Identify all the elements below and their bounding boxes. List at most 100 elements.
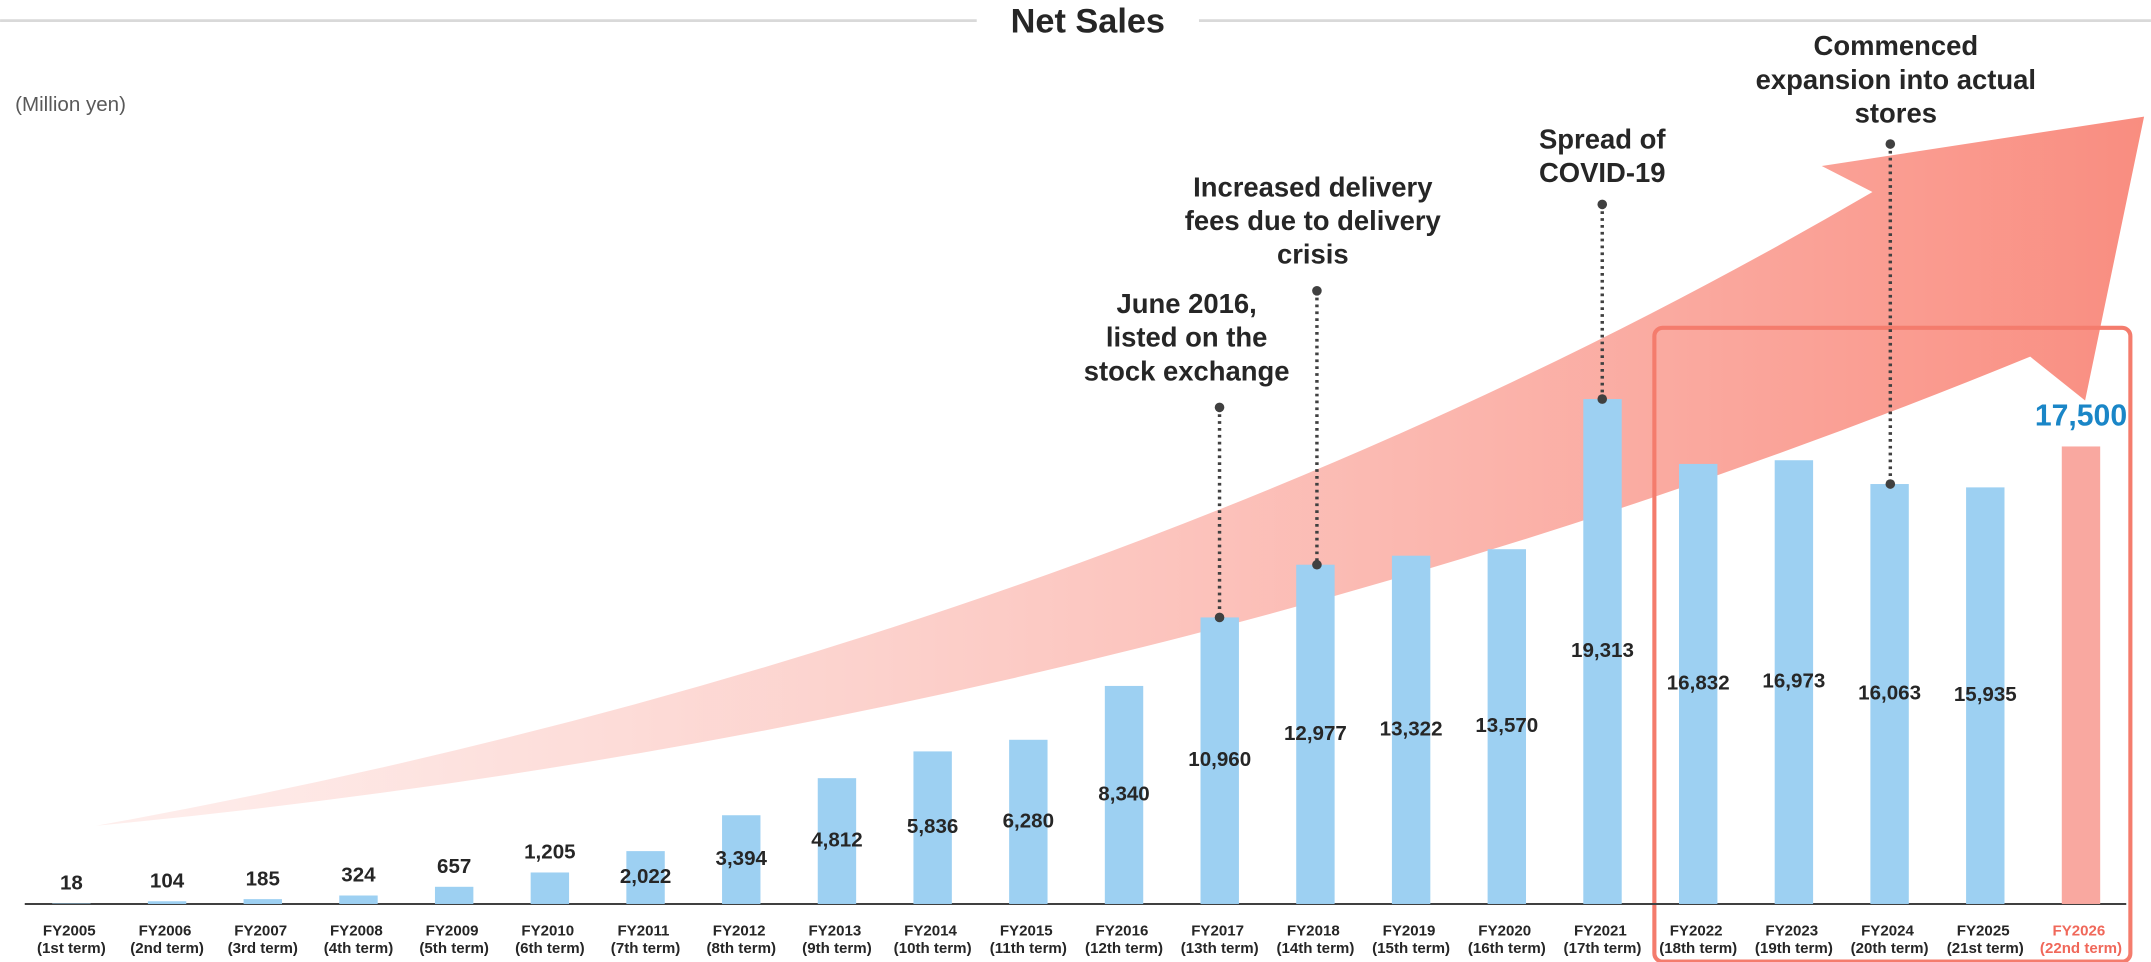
annotation: listed on the (1106, 322, 1268, 353)
x-tick-line: FY2008 (330, 922, 387, 939)
x-tick-line: (8th term) (706, 940, 776, 957)
x-tick-line: FY2012 (713, 922, 770, 939)
value-label: 104 (150, 869, 185, 892)
bar (913, 751, 952, 904)
x-tick-line: FY2015 (1000, 922, 1057, 939)
x-tick-line: (16th term) (1468, 940, 1546, 957)
x-tick-line: (18th term) (1659, 940, 1737, 957)
x-tick-label: FY2012 (8th term) (706, 922, 776, 957)
x-tick-label: FY2021 (17th term) (1564, 922, 1642, 957)
x-tick-line: FY2010 (521, 922, 578, 939)
bar (434, 886, 474, 904)
x-tick-label: FY2011 (7th term) (611, 922, 681, 957)
bar (147, 901, 187, 904)
value-label: 4,812 (811, 829, 862, 852)
value-label: 15,935 (1954, 683, 2017, 706)
annotation: Increased delivery (1193, 172, 1433, 203)
x-tick-label: FY2020 (16th term) (1468, 922, 1546, 957)
bar (1966, 487, 2005, 904)
x-tick-line: (7th term) (611, 940, 681, 957)
x-tick-line: (2nd term) (130, 940, 204, 957)
annotation: stock exchange (1084, 355, 1290, 386)
bar (1104, 685, 1144, 904)
x-tick-line: FY2018 (1287, 922, 1344, 939)
x-tick-label: FY2007 (3rd term) (228, 922, 298, 957)
value-label: 10,960 (1188, 748, 1251, 771)
bar (1391, 555, 1431, 904)
bar (722, 815, 761, 904)
annotation: COVID-19 (1539, 157, 1665, 188)
x-tick-line: FY2021 (1574, 922, 1631, 939)
value-label: 6,280 (1003, 809, 1054, 832)
annotation-dot (1214, 402, 1225, 413)
x-tick-label: FY2026 (22nd term) (2040, 922, 2122, 957)
x-tick-line: (17th term) (1564, 940, 1642, 957)
bar (1583, 399, 1622, 904)
x-tick-line: FY2006 (139, 922, 196, 939)
x-tick-line: FY2022 (1670, 922, 1727, 939)
annotation-dot (1597, 199, 1608, 210)
bar (1200, 617, 1239, 904)
x-tick-line: (3rd term) (228, 940, 298, 957)
value-label: 657 (437, 855, 471, 878)
x-tick-line: FY2023 (1765, 922, 1822, 939)
annotation: fees due to delivery (1185, 205, 1442, 236)
bar (339, 895, 378, 904)
annotation-dot (1214, 612, 1225, 623)
x-tick-line: (11th term) (990, 940, 1067, 957)
annotation-dot (1885, 139, 1896, 149)
x-tick-line: (13th term) (1181, 940, 1259, 957)
x-tick-line: (12th term) (1085, 940, 1163, 957)
x-tick-label: FY2008 (4th term) (324, 922, 394, 957)
value-label: 18 (60, 872, 83, 895)
x-tick-label: FY2023 (19th term) (1755, 922, 1833, 957)
annotation: stores (1855, 97, 1937, 128)
value-label: 16,832 (1667, 671, 1730, 694)
value-label: 19,313 (1571, 639, 1634, 662)
x-tick-line: (21st term) (1947, 940, 2024, 957)
value-label: 3,394 (716, 847, 768, 870)
annotation-dot (1312, 559, 1322, 570)
x-tick-line: FY2009 (426, 922, 483, 939)
annotation: Commenced (1814, 30, 1979, 61)
x-tick-label: FY2024 (20th term) (1851, 922, 1929, 957)
annotation: Spread of (1539, 124, 1666, 155)
x-tick-line: FY2026 (2052, 922, 2109, 939)
annotation-dot (1885, 479, 1896, 489)
x-tick-label: FY2005 (1st term) (37, 922, 106, 957)
bar (1296, 564, 1335, 904)
value-label: 1,205 (524, 841, 575, 864)
x-tick-line: FY2014 (904, 922, 961, 939)
x-tick-line: (19th term) (1755, 940, 1833, 957)
bar (1678, 463, 1718, 904)
bar (1870, 484, 1909, 904)
x-tick-line: (14th term) (1276, 940, 1354, 957)
x-tick-line: (4th term) (324, 940, 394, 957)
x-tick-label: FY2010 (6th term) (515, 922, 585, 957)
annotation: expansion into actual (1756, 64, 2036, 95)
value-label: 12,977 (1284, 722, 1347, 745)
annotation-dot (1312, 286, 1322, 296)
x-tick-label: FY2025 (21st term) (1947, 922, 2024, 957)
bar (243, 899, 282, 904)
bar (530, 872, 570, 904)
value-label: 13,570 (1475, 714, 1538, 737)
x-tick-line: (15th term) (1372, 940, 1450, 957)
x-tick-label: FY2019 (15th term) (1372, 922, 1450, 957)
bar (1774, 460, 1814, 904)
value-label: 8,340 (1098, 782, 1149, 805)
unit-label: (Million yen) (15, 93, 126, 116)
value-label: 16,973 (1762, 670, 1825, 693)
value-label: 5,836 (907, 815, 958, 838)
value-label: 185 (246, 867, 280, 890)
x-tick-line: (6th term) (515, 940, 585, 957)
x-tick-line: (20th term) (1851, 940, 1929, 957)
x-tick-line: FY2013 (808, 922, 865, 939)
x-tick-line: FY2005 (43, 922, 100, 939)
bar (817, 778, 857, 904)
x-tick-line: FY2020 (1478, 922, 1535, 939)
growth-arrow (96, 116, 2145, 826)
chart-title: Net Sales (1011, 2, 1165, 40)
x-tick-label: FY2016 (12th term) (1085, 922, 1163, 957)
